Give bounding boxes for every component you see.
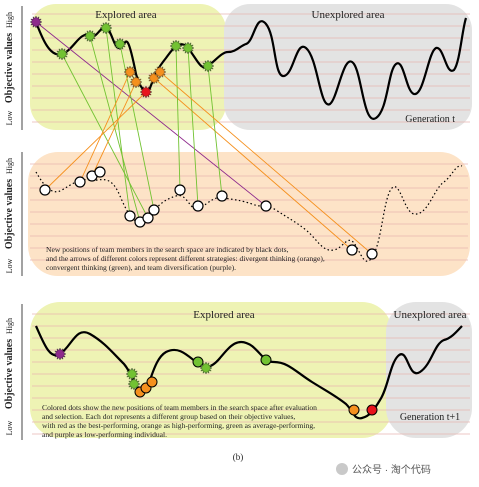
- new-position-dot-11: [260, 200, 272, 212]
- unexplored-area-region: [224, 4, 472, 130]
- explored-area-region: [30, 4, 226, 130]
- new-position-dot-3: [94, 166, 106, 178]
- new-position-dot-1: [74, 176, 86, 188]
- y-axis-title: Objective values: [4, 339, 15, 409]
- strategy-arrow-5-0: [79, 71, 131, 183]
- wechat-icon: [336, 463, 348, 475]
- panel3-note-line-4: and purple as low-performing individual.: [42, 430, 167, 439]
- new-position-dot-12: [346, 244, 358, 256]
- new-position-dot-7: [148, 204, 160, 216]
- unexplored-area-label: Unexplored area: [394, 309, 467, 321]
- y-axis-title: Objective values: [4, 179, 15, 249]
- panel1-member-high-12: [153, 65, 167, 79]
- panel2-note-line-1: New positions of team members in the sea…: [46, 245, 289, 254]
- new-position-dot-6: [142, 212, 154, 224]
- panel1-member-average-11: [201, 59, 215, 73]
- selected-member-high-9: [348, 404, 360, 416]
- generation-label: Generation t+1: [400, 412, 460, 423]
- panel-generation-t-plus-1: High Objective values Low Explored area …: [4, 302, 472, 440]
- panel1-member-average-3: [99, 21, 113, 35]
- explored-area-label: Explored area: [95, 9, 156, 21]
- panel2-note-line-2: and the arrows of different colors repre…: [46, 254, 325, 263]
- y-low-label: Low: [5, 420, 14, 435]
- panel1-member-average-9: [169, 39, 183, 53]
- selected-member-low-0: [53, 347, 67, 361]
- generation-label: Generation t: [405, 114, 455, 125]
- panel2-note-line-3: convergent thinking (green), and team di…: [46, 263, 236, 272]
- selected-member-average-8: [260, 354, 272, 366]
- y-high-label: High: [5, 158, 14, 174]
- panel1-member-high-6: [129, 75, 143, 89]
- panel1-member-best-7: [139, 85, 153, 99]
- y-low-label: Low: [5, 258, 14, 273]
- panel1-member-average-4: [113, 37, 127, 51]
- y-high-label: High: [5, 12, 14, 28]
- explored-area-label: Explored area: [193, 309, 254, 321]
- strategy-arrow-10-0: [187, 47, 201, 207]
- selected-member-best-10: [366, 404, 378, 416]
- grid-lines: [32, 313, 470, 435]
- new-position-dot-9: [192, 200, 204, 212]
- watermark: 公众号 · 淘个代码: [336, 463, 431, 476]
- strategy-arrow-8-0: [153, 77, 353, 251]
- panel-team-strategies: High Objective values Low: [4, 152, 470, 276]
- strategy-arrow-6-0: [91, 81, 137, 177]
- selected-member-average-6: [192, 356, 204, 368]
- strategy-arrow-9-0: [175, 45, 183, 191]
- marks-layer: [29, 15, 378, 416]
- panel3-note-line-2: and selection. Each dot represents a dif…: [42, 412, 295, 421]
- strategy-arrow-1-0: [61, 53, 149, 219]
- unexplored-area-label: Unexplored area: [312, 9, 385, 21]
- new-position-dot-10: [216, 190, 228, 202]
- y-axis-title: Objective values: [4, 33, 15, 103]
- strategy-arrow-11-0: [207, 65, 224, 197]
- strategy-arrow-0-0: [35, 21, 267, 207]
- strategy-arrow-12-0: [159, 71, 373, 255]
- panel-generation-t: High Objective values Low Explored area …: [4, 4, 472, 130]
- panel1-member-high-5: [123, 65, 137, 79]
- panel1-member-average-10: [181, 41, 195, 55]
- strategy-arrow-7-0: [44, 91, 147, 191]
- new-position-dot-8: [174, 184, 186, 196]
- strategy-arrow-2-0: [89, 35, 142, 223]
- strategy-region: [28, 152, 470, 276]
- selected-member-average-2: [127, 377, 141, 391]
- panel3-note-line-3: with red as the best-performing, orange …: [42, 421, 315, 430]
- panel1-member-low-0: [29, 15, 43, 29]
- explored-area-region: [30, 302, 392, 438]
- new-position-dot-13: [366, 248, 378, 260]
- watermark-text: 公众号 · 淘个代码: [352, 463, 431, 476]
- panel1-member-average-1: [55, 47, 69, 61]
- selected-member-average-7: [199, 361, 213, 375]
- selected-member-high-5: [146, 376, 158, 388]
- new-position-dot-0: [39, 184, 51, 196]
- y-low-label: Low: [5, 110, 14, 125]
- new-position-dot-4: [124, 210, 136, 222]
- strategy-arrow-3-0: [105, 27, 132, 217]
- figure-caption: (b): [233, 452, 244, 462]
- y-high-label: High: [5, 318, 14, 334]
- panel1-member-average-2: [83, 29, 97, 43]
- panel3-note-line-1: Colored dots show the new positions of t…: [42, 403, 317, 412]
